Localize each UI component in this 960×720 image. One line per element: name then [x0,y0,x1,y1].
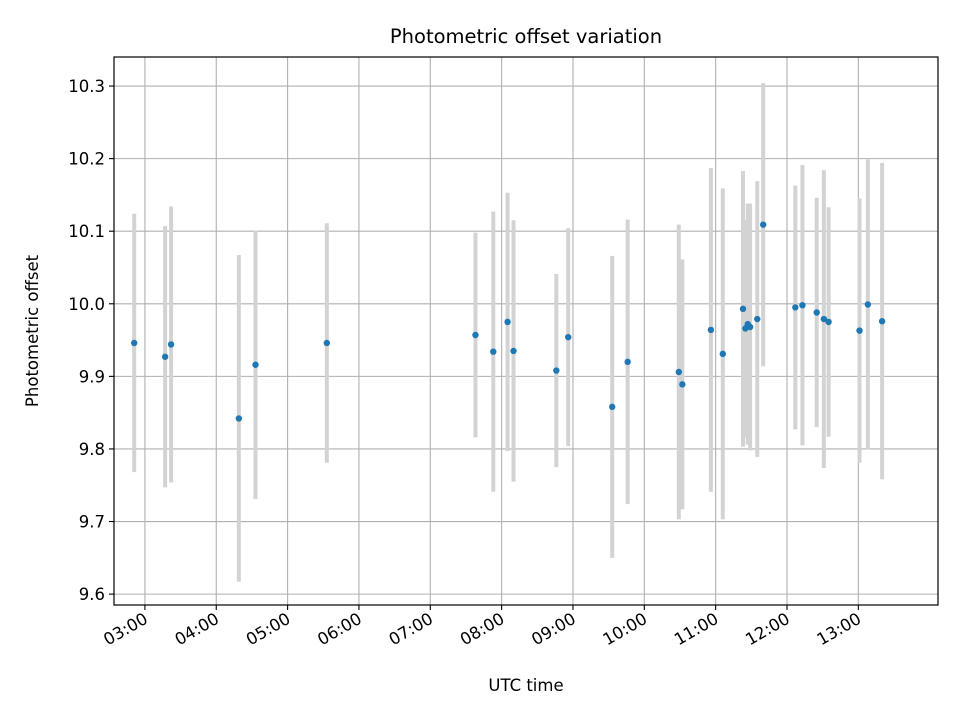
data-point [510,347,517,355]
data-point [754,315,761,323]
y-tick-label: 9.7 [79,513,105,532]
data-point [825,318,832,326]
y-axis: 9.6 9.7 9.8 9.9 10.0 10.1 10.2 10.3 [68,77,114,604]
data-point [490,348,497,355]
data-point [675,368,682,376]
data-point [565,333,572,341]
data-point [878,318,886,325]
data-point [760,221,767,228]
data-point [746,323,754,331]
data-point [799,302,806,309]
data-point [504,318,511,326]
data-point [813,309,820,316]
data-point [323,339,331,347]
y-axis-label: Photometric offset [23,254,42,407]
y-tick-label: 10.0 [68,295,105,314]
data-points [131,221,886,422]
data-point [820,315,828,323]
data-point [252,361,259,368]
plot-frame [113,56,939,606]
data-point [167,341,175,348]
y-tick-label: 10.2 [68,150,105,169]
y-tick-label: 10.3 [68,77,105,96]
y-tick-label: 9.8 [79,440,105,459]
data-point [707,326,715,334]
data-point [553,367,560,374]
data-point [472,331,479,339]
data-point [131,339,138,347]
x-axis-label: UTC time [488,676,563,695]
data-point [624,358,631,366]
y-tick-label: 9.9 [79,367,105,386]
data-point [679,381,686,388]
data-point [739,305,747,313]
data-point [864,301,872,308]
data-point [856,327,863,334]
data-point [609,403,616,411]
data-point [792,304,799,311]
data-point [235,415,243,422]
data-point [161,353,169,360]
y-tick-label: 9.6 [79,585,105,604]
chart-title: Photometric offset variation [390,25,662,48]
y-tick-label: 10.1 [68,222,105,241]
data-point [719,350,726,358]
